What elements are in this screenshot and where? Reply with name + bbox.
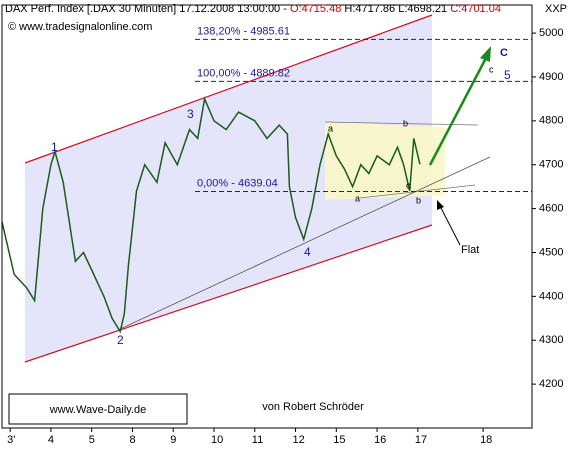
plot-frame [1,4,533,429]
fib-label: 100,00% - 4889.82 [197,67,290,79]
wave-label: b [403,118,408,128]
wave-label: 2 [117,333,124,347]
flat-label: Flat [461,244,479,256]
fib-label: 138,20% - 4985.61 [197,25,290,37]
y-tick-label: 4300 [539,334,563,346]
watermark-box [8,393,188,425]
wave-label: 3 [187,107,194,121]
x-tick-label: 17 [415,434,427,446]
price-line [1,96,421,334]
x-tick-label: 5 [89,434,95,446]
fib-label: 0,00% - 4639.04 [197,177,278,189]
arrow-head [480,46,491,62]
wave-label: b [416,195,421,205]
flat-pointer [439,205,461,246]
x-tick-label: 9 [170,434,176,446]
x-tick-label: 10 [211,434,223,446]
wave-label: 4 [304,245,311,259]
flat-lower [359,184,476,199]
wave-label: a [355,193,360,203]
channel-lower [24,224,433,363]
channel-fill [25,15,432,362]
y-tick-label: 4800 [539,115,563,127]
x-tick-label: 4 [48,434,54,446]
source: © www.tradesignalonline.com [8,21,152,33]
wave-label: 5 [504,68,511,82]
wave-label: C [500,47,508,59]
watermark: www.Wave-Daily.de [49,404,147,416]
x-tick-label: 11 [252,434,263,446]
header-part: O:4715.48 [290,3,341,15]
pointer-head [437,200,444,210]
header-part: H:4717.86 L:4698.21 [341,3,450,15]
wave-label: c [406,180,411,190]
y-tick-label: 5000 [539,27,563,39]
wave-label: a [328,123,333,133]
y-tick-label: 4500 [539,246,563,258]
header-part: DAX Perf. Index [.DAX 30 Minuten] 17.12.… [5,3,290,15]
y-tick-label: 4200 [539,378,563,390]
y-tick-label: 4900 [539,71,563,83]
header: DAX Perf. Index [.DAX 30 Minuten] 17.12.… [5,3,501,15]
y-tick-label: 4400 [539,290,563,302]
wave-label: c [489,64,494,74]
y-axis-label: XXP [545,3,567,15]
y-tick-label: 4600 [539,203,563,215]
x-tick-label: 8 [129,434,135,446]
y-tick-label: 4700 [539,159,563,171]
trend-line [117,156,491,331]
author: von Robert Schröder [262,401,364,413]
projection-arrow [428,57,488,166]
x-tick-label: 3' [7,434,15,446]
x-tick-label: 15 [333,434,345,446]
wave-label: 1 [51,140,58,154]
x-tick-label: 18 [480,434,492,446]
x-tick-label: 12 [293,434,305,446]
x-tick-label: 16 [374,434,386,446]
header-part: C:4701.04 [450,3,501,15]
